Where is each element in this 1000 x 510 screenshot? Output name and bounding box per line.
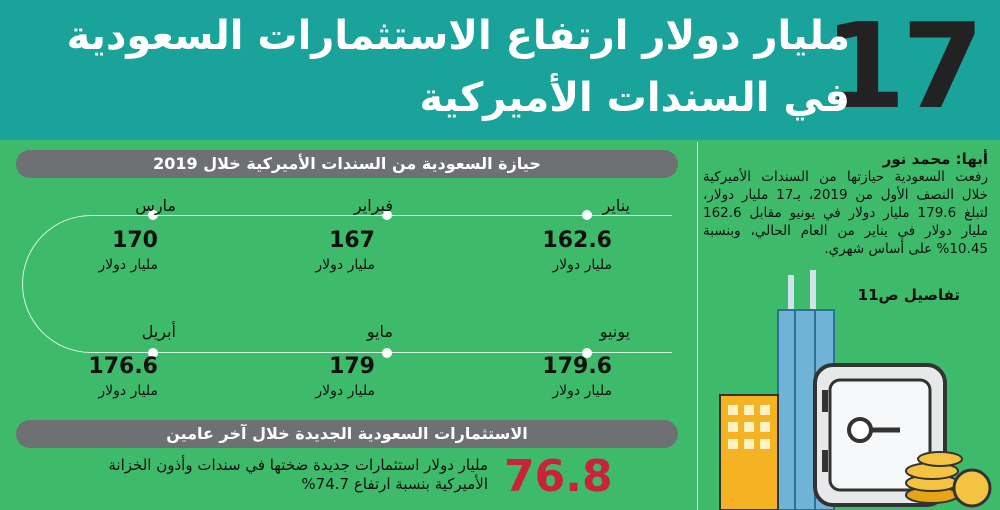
timeline-dot bbox=[148, 210, 158, 220]
month-name: مارس bbox=[135, 196, 176, 215]
month-value: 162.6 bbox=[542, 228, 612, 253]
month-april: أبريل 176.6 مليار دولار bbox=[16, 322, 176, 400]
month-name: يونيو bbox=[599, 322, 630, 341]
column-divider bbox=[697, 142, 698, 510]
month-name: فبراير bbox=[353, 196, 393, 215]
header-banner: 17 مليار دولار ارتفاع الاستثمارات السعود… bbox=[0, 0, 1000, 140]
details-reference: تفاصيل ص11 bbox=[857, 286, 960, 304]
month-unit: مليار دولار bbox=[98, 257, 158, 273]
headline-line-2: في السندات الأميركية bbox=[419, 75, 850, 121]
month-may: مايو 179 مليار دولار bbox=[233, 322, 393, 400]
month-value: 170 bbox=[112, 228, 158, 253]
timeline-dot bbox=[382, 210, 392, 220]
building-icon bbox=[719, 394, 779, 510]
month-unit: مليار دولار bbox=[552, 257, 612, 273]
month-value: 179 bbox=[329, 354, 375, 379]
new-investments-text: مليار دولار استثمارات جديدة ضختها في سند… bbox=[108, 456, 488, 493]
story-body: رفعت السعودية حيازتها من السندات الأميرك… bbox=[703, 169, 988, 257]
timeline-dot bbox=[148, 348, 158, 358]
month-value: 167 bbox=[329, 228, 375, 253]
headline-number: 17 bbox=[823, 0, 984, 135]
month-unit: مليار دولار bbox=[98, 383, 158, 399]
headline-line-1: مليار دولار ارتفاع الاستثمارات السعودية bbox=[66, 13, 850, 59]
month-name: مايو bbox=[366, 322, 393, 341]
month-value: 176.6 bbox=[88, 354, 158, 379]
month-unit: مليار دولار bbox=[315, 257, 375, 273]
timeline-dot bbox=[582, 210, 592, 220]
month-unit: مليار دولار bbox=[315, 383, 375, 399]
timeline-dot bbox=[382, 348, 392, 358]
month-value: 179.6 bbox=[542, 354, 612, 379]
month-june: يونيو 179.6 مليار دولار bbox=[470, 322, 630, 400]
timeline-dot bbox=[582, 348, 592, 358]
byline: أبها: محمد نور bbox=[882, 150, 988, 168]
month-march: مارس 170 مليار دولار bbox=[16, 196, 176, 274]
month-name: أبريل bbox=[141, 322, 176, 341]
new-investments-value: 76.8 bbox=[504, 451, 613, 502]
month-name: يناير bbox=[602, 196, 630, 215]
holdings-heading: حيازة السعودية من السندات الأميركية خلال… bbox=[16, 150, 678, 178]
timeline-arc bbox=[22, 215, 672, 353]
month-february: فبراير 167 مليار دولار bbox=[233, 196, 393, 274]
month-unit: مليار دولار bbox=[552, 383, 612, 399]
month-january: يناير 162.6 مليار دولار bbox=[470, 196, 630, 274]
safe-and-buildings-illustration bbox=[719, 270, 992, 510]
new-investments-heading: الاستثمارات السعودية الجديدة خلال آخر عا… bbox=[16, 420, 678, 448]
coins-icon bbox=[905, 451, 992, 508]
